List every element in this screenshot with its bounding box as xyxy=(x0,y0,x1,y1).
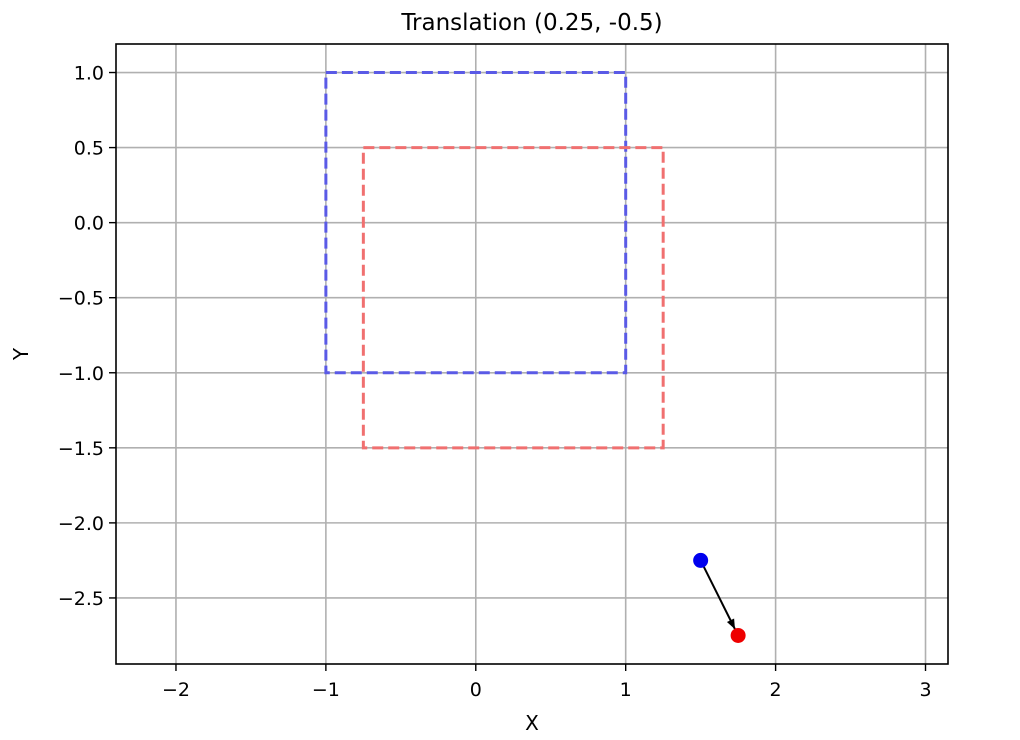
x-tick-label: 0 xyxy=(470,679,482,701)
grid xyxy=(116,44,948,664)
point-2 xyxy=(730,627,746,643)
series-line-2 xyxy=(361,146,665,450)
x-tick-label: 2 xyxy=(770,679,782,701)
arrow-head xyxy=(726,618,735,630)
x-axis-label: X xyxy=(525,711,539,735)
y-tick-label: 0.5 xyxy=(74,138,104,160)
ticks-layer: −2 −1 0 1 2 3 1.0 0.5 0.0 −0.5 −1.0 −1.5 −2.0 −2.5 xyxy=(58,63,932,701)
y-tick-label: −2.0 xyxy=(58,513,104,535)
y-tick-label: −1.0 xyxy=(58,363,104,385)
x-tick-label: −2 xyxy=(162,679,190,701)
y-tick-label: 0.0 xyxy=(74,213,104,235)
point-1 xyxy=(693,552,709,568)
y-tick-label: 1.0 xyxy=(74,63,104,85)
chart-title: Translation (0.25, -0.5) xyxy=(400,10,662,36)
points-layer xyxy=(693,552,746,643)
y-tick-label: −1.5 xyxy=(58,438,104,460)
y-tick-label: −2.5 xyxy=(58,588,104,610)
series-layer xyxy=(324,71,665,450)
y-axis-label: Y xyxy=(9,347,33,361)
series-line-1 xyxy=(324,71,628,375)
x-tick-label: −1 xyxy=(312,679,340,701)
x-tick-label: 3 xyxy=(919,679,931,701)
arrow-shaft xyxy=(699,559,736,630)
plot-frame xyxy=(115,43,949,665)
y-tick-label: −0.5 xyxy=(58,288,104,310)
x-tick-label: 1 xyxy=(620,679,632,701)
